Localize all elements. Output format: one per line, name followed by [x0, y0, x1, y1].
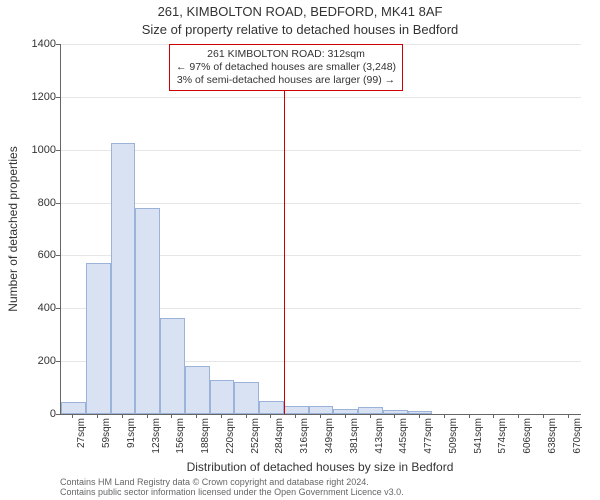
chart-container: 261, KIMBOLTON ROAD, BEDFORD, MK41 8AF S…: [0, 0, 600, 500]
xtick-mark: [444, 414, 445, 418]
histogram-bar: [234, 382, 259, 414]
x-axis-label: Distribution of detached houses by size …: [60, 460, 580, 474]
footer-line2: Contains public sector information licen…: [60, 488, 580, 498]
xtick-mark: [72, 414, 73, 418]
histogram-bar: [383, 410, 408, 414]
plot-area: 261 KIMBOLTON ROAD: 312sqm← 97% of detac…: [60, 44, 581, 415]
xtick-mark: [270, 414, 271, 418]
reference-line: [284, 44, 285, 414]
histogram-bar: [408, 411, 433, 414]
ytick-label: 1200: [6, 91, 56, 103]
xtick-mark: [419, 414, 420, 418]
histogram-bar: [309, 406, 334, 414]
xtick-mark: [518, 414, 519, 418]
xtick-mark: [469, 414, 470, 418]
xtick-mark: [370, 414, 371, 418]
xtick-mark: [493, 414, 494, 418]
xtick-mark: [345, 414, 346, 418]
xtick-mark: [171, 414, 172, 418]
gridline: [61, 97, 581, 98]
histogram-bar: [259, 401, 284, 414]
xtick-mark: [394, 414, 395, 418]
gridline: [61, 203, 581, 204]
histogram-bar: [61, 402, 86, 414]
xtick-mark: [246, 414, 247, 418]
xtick-mark: [196, 414, 197, 418]
histogram-bar: [135, 208, 160, 414]
ytick-label: 1000: [6, 144, 56, 156]
histogram-bar: [210, 380, 235, 414]
histogram-bar: [358, 407, 383, 414]
xtick-mark: [543, 414, 544, 418]
ytick-label: 0: [6, 408, 56, 420]
annotation-line: ← 97% of detached houses are smaller (3,…: [176, 61, 396, 74]
ytick-label: 200: [6, 355, 56, 367]
histogram-bar: [185, 366, 210, 414]
ytick-label: 800: [6, 197, 56, 209]
xtick-mark: [97, 414, 98, 418]
xtick-mark: [295, 414, 296, 418]
chart-title: Size of property relative to detached ho…: [0, 22, 600, 37]
xtick-mark: [147, 414, 148, 418]
histogram-bar: [284, 406, 309, 414]
annotation-line: 261 KIMBOLTON ROAD: 312sqm: [176, 48, 396, 61]
annotation-line: 3% of semi-detached houses are larger (9…: [176, 74, 396, 87]
histogram-bar: [160, 318, 185, 414]
xtick-mark: [122, 414, 123, 418]
ytick-label: 1400: [6, 38, 56, 50]
xtick-mark: [320, 414, 321, 418]
ytick-label: 600: [6, 249, 56, 261]
xtick-mark: [568, 414, 569, 418]
xtick-mark: [221, 414, 222, 418]
histogram-bar: [86, 263, 111, 414]
chart-supertitle: 261, KIMBOLTON ROAD, BEDFORD, MK41 8AF: [0, 4, 600, 19]
gridline: [61, 150, 581, 151]
histogram-bar: [333, 409, 358, 414]
footer-attribution: Contains HM Land Registry data © Crown c…: [60, 478, 580, 498]
histogram-bar: [111, 143, 136, 414]
ytick-label: 400: [6, 302, 56, 314]
annotation-box: 261 KIMBOLTON ROAD: 312sqm← 97% of detac…: [169, 44, 403, 91]
